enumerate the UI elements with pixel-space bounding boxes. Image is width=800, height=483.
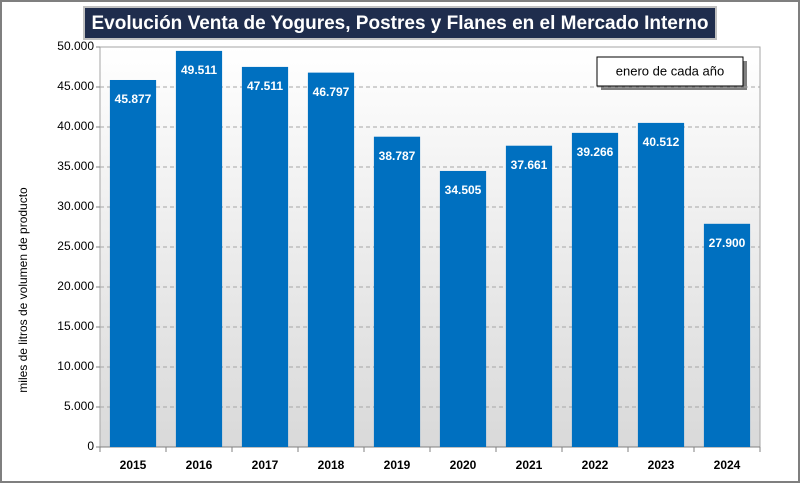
chart-title: Evolución Venta de Yogures, Postres y Fl… bbox=[92, 13, 709, 34]
bar bbox=[505, 145, 553, 447]
value-label: 40.512 bbox=[643, 135, 680, 149]
y-axis-label: miles de litros de volumen de producto bbox=[16, 187, 30, 393]
value-label: 37.661 bbox=[511, 158, 548, 172]
y-tick-label: 30.000 bbox=[57, 199, 94, 213]
annotation-box bbox=[596, 56, 744, 87]
bar bbox=[241, 66, 289, 448]
bar bbox=[307, 72, 355, 448]
x-tick-label: 2021 bbox=[516, 458, 543, 472]
y-tick-label: 0 bbox=[87, 439, 94, 453]
bar bbox=[703, 223, 751, 447]
value-label: 45.877 bbox=[115, 92, 152, 106]
x-tick-label: 2017 bbox=[252, 458, 279, 472]
x-tick-label: 2018 bbox=[318, 458, 345, 472]
value-label: 46.797 bbox=[313, 85, 350, 99]
x-tick-label: 2016 bbox=[186, 458, 213, 472]
annotation: enero de cada año bbox=[616, 63, 724, 78]
y-tick-label: 35.000 bbox=[57, 159, 94, 173]
x-tick-label: 2019 bbox=[384, 458, 411, 472]
y-tick-label: 25.000 bbox=[57, 239, 94, 253]
y-tick-label: 50.000 bbox=[57, 39, 94, 53]
y-tick-label: 10.000 bbox=[57, 359, 94, 373]
value-label: 49.511 bbox=[181, 63, 217, 77]
bar bbox=[373, 136, 421, 448]
value-label: 39.266 bbox=[577, 145, 614, 159]
x-tick-label: 2024 bbox=[714, 458, 741, 472]
y-tick-label: 15.000 bbox=[57, 319, 94, 333]
value-label: 34.505 bbox=[445, 183, 482, 197]
value-label: 27.900 bbox=[709, 236, 746, 250]
bar bbox=[109, 79, 157, 447]
x-tick-label: 2022 bbox=[582, 458, 609, 472]
x-tick-label: 2023 bbox=[648, 458, 675, 472]
bar bbox=[175, 50, 223, 448]
bar bbox=[637, 122, 685, 448]
value-label: 47.511 bbox=[247, 79, 283, 93]
y-tick-label: 5.000 bbox=[64, 399, 94, 413]
bar bbox=[571, 132, 619, 447]
value-label: 38.787 bbox=[379, 149, 416, 163]
y-tick-label: 40.000 bbox=[57, 119, 94, 133]
bar bbox=[439, 170, 487, 447]
x-tick-label: 2015 bbox=[120, 458, 147, 472]
title-box bbox=[83, 6, 717, 40]
y-tick-label: 20.000 bbox=[57, 279, 94, 293]
x-tick-label: 2020 bbox=[450, 458, 477, 472]
y-tick-label: 45.000 bbox=[57, 79, 94, 93]
